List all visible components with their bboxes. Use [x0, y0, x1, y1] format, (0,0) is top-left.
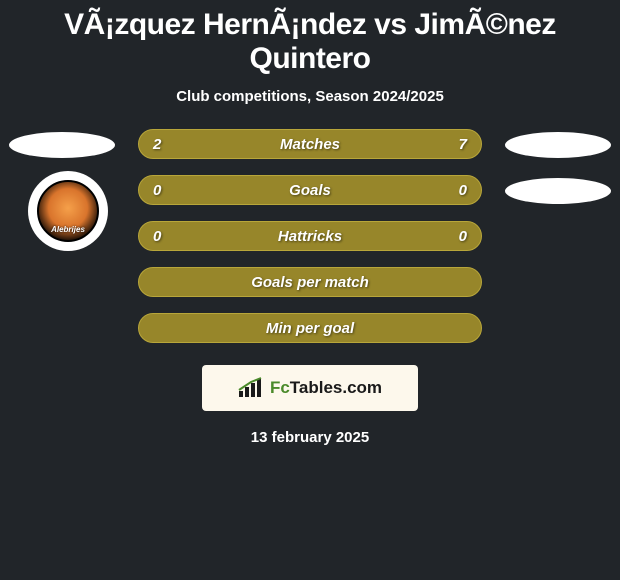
bar-chart-icon: [238, 377, 264, 399]
stat-bar: 0Hattricks0: [138, 221, 482, 251]
stat-row: Min per goal: [0, 313, 620, 359]
stat-value-left: 2: [153, 136, 161, 153]
date-label: 13 february 2025: [0, 429, 620, 446]
stat-row: Goals per match: [0, 267, 620, 313]
subtitle: Club competitions, Season 2024/2025: [0, 88, 620, 105]
stat-row: Alebrijes0Goals0: [0, 175, 620, 221]
player-right-marker: [505, 132, 611, 158]
player-right-marker: [505, 178, 611, 204]
stat-bar: Min per goal: [138, 313, 482, 343]
stat-bar: 0Goals0: [138, 175, 482, 205]
stat-label: Hattricks: [138, 228, 482, 245]
stat-row: 0Hattricks0: [0, 221, 620, 267]
stat-label: Goals: [138, 182, 482, 199]
stat-rows: 2Matches7Alebrijes0Goals00Hattricks0Goal…: [0, 129, 620, 359]
logo-prefix: Fc: [270, 378, 290, 397]
logo-text: FcTables.com: [270, 378, 382, 398]
page-title: VÃ¡zquez HernÃ¡ndez vs JimÃ©nez Quintero: [0, 0, 620, 78]
stat-value-right: 0: [459, 228, 467, 245]
stat-label: Matches: [138, 136, 482, 153]
stat-value-right: 0: [459, 182, 467, 199]
stat-value-left: 0: [153, 228, 161, 245]
player-left-marker: [9, 132, 115, 158]
stat-row: 2Matches7: [0, 129, 620, 175]
source-logo: FcTables.com: [202, 365, 418, 411]
stat-label: Min per goal: [138, 320, 482, 337]
stat-value-left: 0: [153, 182, 161, 199]
stat-bar: Goals per match: [138, 267, 482, 297]
stat-value-right: 7: [459, 136, 467, 153]
logo-suffix: Tables.com: [290, 378, 382, 397]
stat-bar: 2Matches7: [138, 129, 482, 159]
stat-label: Goals per match: [138, 274, 482, 291]
